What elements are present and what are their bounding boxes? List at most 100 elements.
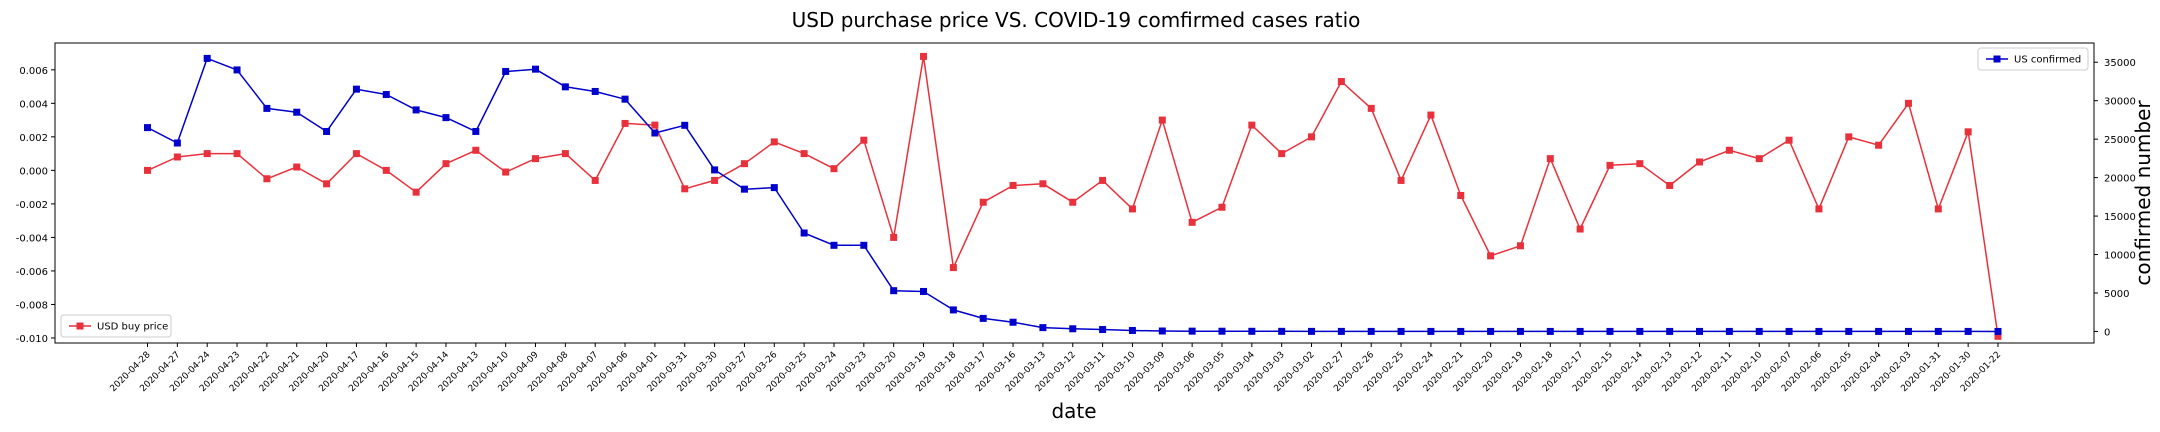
left-y-tick-label: -0.002 [16, 200, 48, 211]
us-confirmed-point [651, 129, 659, 137]
usd-buy-price-point [1487, 252, 1495, 260]
usd-buy-price-point [1367, 104, 1375, 112]
legend-layer: USD buy price US confirmed [60, 47, 2089, 338]
us-confirmed-point [1308, 327, 1316, 335]
usd-buy-price-point [860, 136, 868, 144]
usd-buy-price-point [1934, 205, 1942, 213]
usd-buy-price-point [1099, 176, 1107, 184]
us-confirmed-point [1546, 327, 1554, 335]
usd-buy-price-point [621, 119, 629, 127]
us-confirmed-point [711, 166, 719, 174]
us-confirmed-point [1875, 327, 1883, 335]
right-y-tick-label: 35000 [2104, 58, 2136, 69]
usd-buy-price-point [173, 153, 181, 161]
us-confirmed-point [173, 139, 181, 147]
usd-buy-price-point [1128, 205, 1136, 213]
usd-buy-price-point [591, 176, 599, 184]
usd-buy-price-point [1576, 225, 1584, 233]
us-confirmed-point [949, 306, 957, 314]
usd-buy-price-point [293, 163, 301, 171]
usd-buy-price-point [920, 52, 928, 60]
usd-buy-price-point [502, 168, 510, 176]
usd-buy-price-point [770, 138, 778, 146]
chart-title: USD purchase price VS. COVID-19 comfirme… [792, 8, 1361, 32]
us-confirmed-point [323, 127, 331, 135]
us-confirmed-point [681, 121, 689, 129]
us-confirmed-point [1158, 327, 1166, 335]
us-confirmed-point [1248, 327, 1256, 335]
usd-buy-price-point [1039, 180, 1047, 188]
us-confirmed-point [412, 106, 420, 114]
left-y-tick-label: 0.002 [19, 133, 48, 144]
usd-buy-price-point [1427, 111, 1435, 119]
us-confirmed-point [1218, 327, 1226, 335]
usd-buy-price-point [800, 150, 808, 158]
legend-label: USD buy price [97, 322, 168, 333]
series-layer [144, 52, 2002, 340]
us-confirmed-point [1427, 327, 1435, 335]
right-y-axis-label: confirmed number [2131, 100, 2155, 286]
us-confirmed-point [1188, 327, 1196, 335]
us-confirmed-point [502, 67, 510, 75]
right-y-tick-label: 0 [2104, 327, 2110, 338]
legend-marker [1993, 55, 2001, 63]
legend-label: US confirmed [2014, 55, 2081, 66]
right-y-axis: 0 5000 10000 15000 20000 25000 30000 35000 [2094, 58, 2136, 338]
us-confirmed-point [890, 287, 898, 295]
us-confirmed-point [442, 114, 450, 122]
usd-buy-price-point [1516, 242, 1524, 250]
usd-buy-price-point [323, 180, 331, 188]
usd-buy-price-point [949, 264, 957, 272]
us-confirmed-point [263, 104, 271, 112]
us-confirmed-point [1576, 327, 1584, 335]
left-y-tick-label: 0.000 [19, 166, 48, 177]
left-y-tick-label: -0.006 [16, 267, 48, 278]
usd-buy-price-point [740, 160, 748, 168]
us-confirmed-point [293, 108, 301, 116]
us-confirmed-point [1785, 327, 1793, 335]
usd-buy-price-point [1636, 160, 1644, 168]
us-confirmed-point [1666, 327, 1674, 335]
us-confirmed-point [1606, 327, 1614, 335]
right-y-tick-label: 25000 [2104, 135, 2136, 146]
legend-marker [76, 322, 84, 330]
usd-buy-price-point [1815, 205, 1823, 213]
usd-buy-price-point [1158, 116, 1166, 124]
usd-buy-price-point [1218, 203, 1226, 211]
usd-buy-price-point [263, 175, 271, 183]
us-confirmed-point [1039, 324, 1047, 332]
us-confirmed-point [144, 124, 151, 132]
usd-buy-price-point [1546, 155, 1554, 163]
usd-buy-price-point [1397, 176, 1405, 184]
us-confirmed-point [1755, 327, 1763, 335]
left-y-tick-label: 0.006 [19, 66, 48, 77]
usd-buy-price-point [1994, 332, 2002, 340]
us-confirmed-point [621, 95, 629, 103]
us-confirmed-point [1845, 327, 1853, 335]
usd-buy-price-point [1069, 198, 1077, 206]
legend-upper-right: US confirmed [1977, 47, 2089, 71]
legend-lower-left: USD buy price [60, 314, 172, 338]
us-confirmed-point [1516, 327, 1524, 335]
usd-buy-price-point [382, 166, 390, 174]
us-confirmed-point [382, 91, 390, 99]
usd-buy-price-point [1725, 146, 1733, 154]
us-confirmed-point [1069, 325, 1077, 333]
usd-buy-price-point [1666, 181, 1674, 189]
usd-buy-price-point [442, 160, 450, 168]
usd-buy-price-point [472, 146, 480, 154]
right-y-tick-label: 15000 [2104, 212, 2136, 223]
us-confirmed-point [472, 127, 480, 135]
usd-buy-price-point [1696, 158, 1704, 166]
usd-buy-price-point [890, 233, 898, 241]
us-confirmed-point [1009, 318, 1017, 326]
us-confirmed-point [1994, 327, 2002, 335]
usd-buy-price-point [1875, 141, 1883, 149]
left-y-tick-label: -0.004 [16, 233, 48, 244]
usd-buy-price-point [1785, 136, 1793, 144]
usd-buy-price-point [1457, 192, 1465, 200]
series-line-us-confirmed [147, 57, 1999, 333]
usd-buy-price-point [1606, 161, 1614, 169]
right-y-tick-label: 30000 [2104, 97, 2136, 108]
right-y-tick-label: 20000 [2104, 174, 2136, 185]
